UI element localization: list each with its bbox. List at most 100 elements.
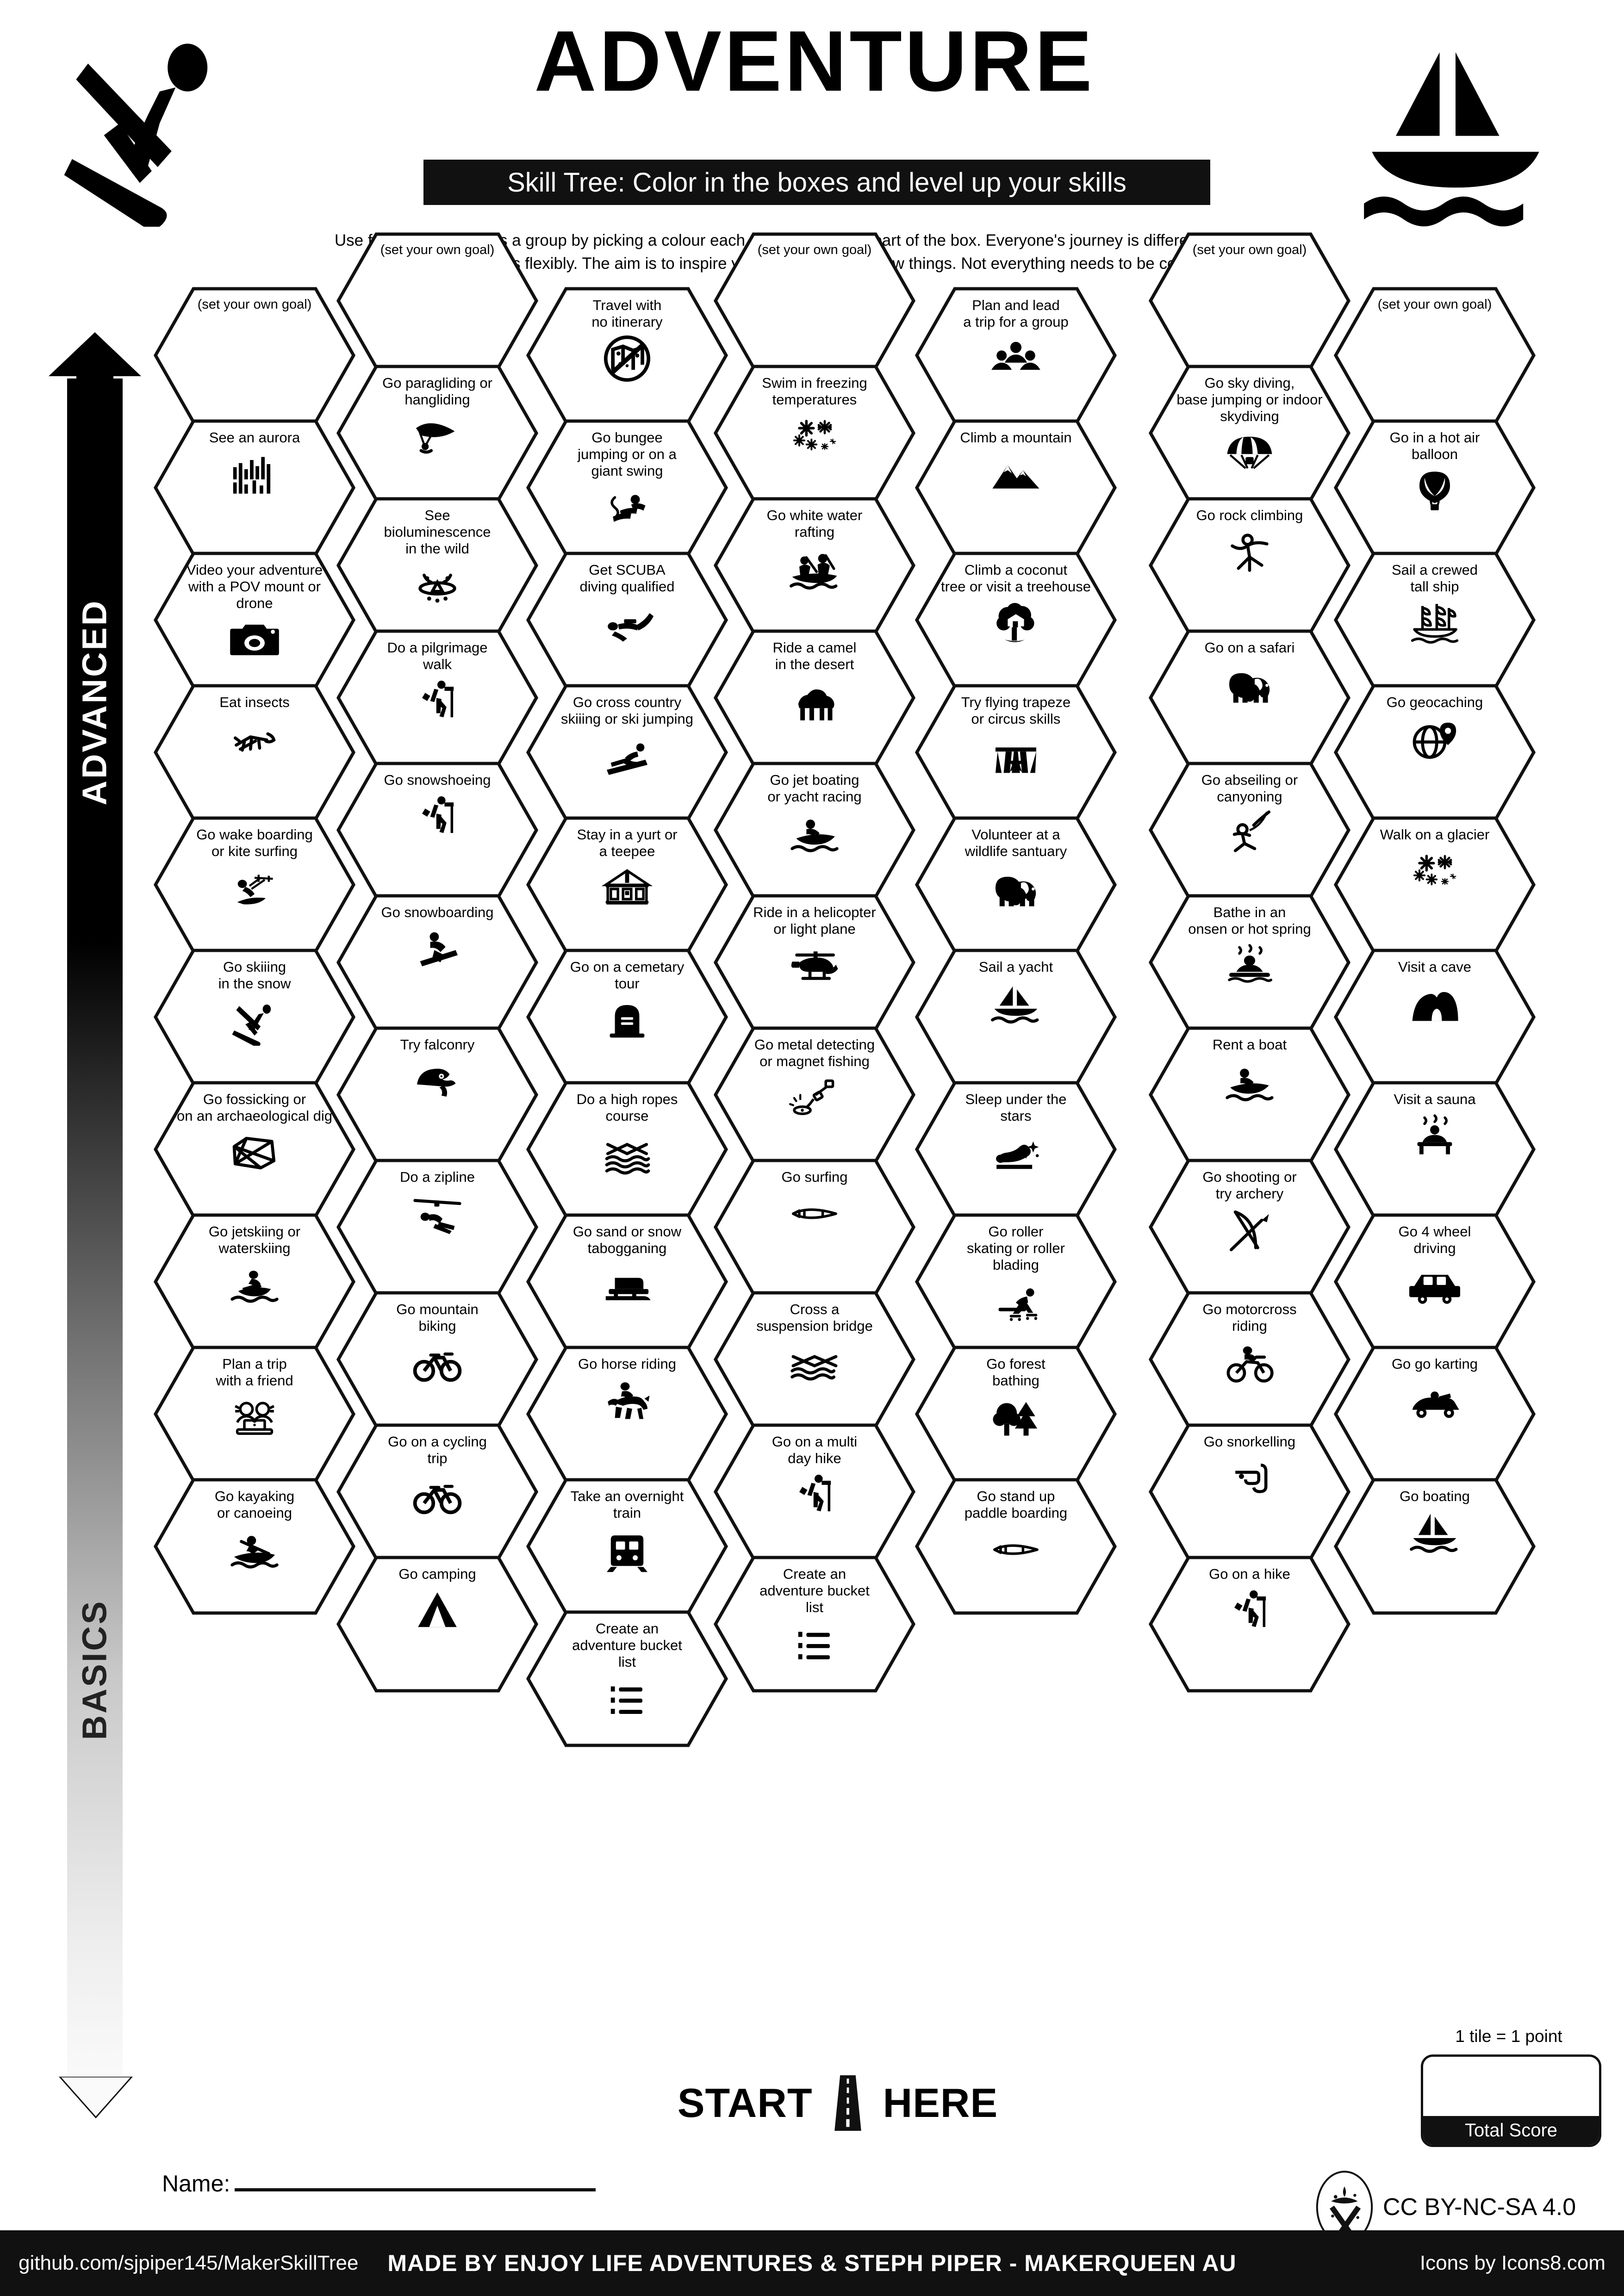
- skill-tile[interactable]: (set your own goal): [1148, 231, 1351, 370]
- skill-tile[interactable]: Go cross country skiiing or ski jumping: [525, 683, 729, 822]
- skill-tile[interactable]: Go bungee jumping or on a giant swing: [525, 418, 729, 557]
- skill-tile[interactable]: Go motorcross riding: [1148, 1290, 1351, 1429]
- skill-tile[interactable]: Travel with no itinerary: [525, 286, 729, 425]
- skill-tile[interactable]: Sail a crewed tall ship: [1333, 551, 1537, 689]
- skill-tile[interactable]: See bioluminescence in the wild: [336, 496, 539, 635]
- skill-tile[interactable]: Go jet boating or yacht racing: [713, 761, 916, 900]
- skill-tile[interactable]: Try falconry: [336, 1025, 539, 1164]
- skill-tile-label: Go stand up paddle boarding: [964, 1488, 1068, 1521]
- skill-tile[interactable]: Go forest bathing: [914, 1345, 1118, 1483]
- skill-tile-label: (set your own goal): [380, 242, 495, 257]
- footer-github-link[interactable]: github.com/sjpiper145/MakerSkillTree: [19, 2252, 359, 2274]
- skill-tile[interactable]: See an aurora: [153, 418, 356, 557]
- skill-tile[interactable]: Plan a trip with a friend: [153, 1345, 356, 1483]
- skill-tile[interactable]: Go fossicking or on an archaeological di…: [153, 1080, 356, 1219]
- name-field-row[interactable]: Name:: [162, 2170, 596, 2197]
- skill-tile[interactable]: Ride a camel in the desert: [713, 628, 916, 767]
- skill-tile[interactable]: Go camping: [336, 1555, 539, 1694]
- skill-tile[interactable]: Get SCUBA diving qualified: [525, 551, 729, 689]
- skill-tile[interactable]: Bathe in an onsen or hot spring: [1148, 893, 1351, 1032]
- skill-tile[interactable]: Create an adventure bucket list: [525, 1609, 729, 1748]
- elephant-icon: [986, 863, 1046, 913]
- skill-tile[interactable]: Go roller skating or roller blading: [914, 1212, 1118, 1351]
- skill-tile[interactable]: Visit a sauna: [1333, 1080, 1537, 1219]
- ski-jumper-icon: [597, 730, 657, 781]
- skill-tile-label: Take an overnight train: [570, 1488, 684, 1521]
- skill-tile[interactable]: Video your adventure with a POV mount or…: [153, 551, 356, 689]
- name-input-line[interactable]: [235, 2188, 596, 2191]
- skill-tile[interactable]: Go geocaching: [1333, 683, 1537, 822]
- horse-rider-icon: [597, 1375, 657, 1426]
- skill-tile[interactable]: Visit a cave: [1333, 948, 1537, 1086]
- skill-tile[interactable]: Go on a hike: [1148, 1555, 1351, 1694]
- skill-tile[interactable]: Go shooting or try archery: [1148, 1158, 1351, 1297]
- skill-tile[interactable]: Volunteer at a wildlife santuary: [914, 815, 1118, 954]
- skill-tile-label: Go skiiing in the snow: [218, 959, 291, 992]
- skill-tile[interactable]: Sleep under the stars: [914, 1080, 1118, 1219]
- skill-tile[interactable]: Plan and lead a trip for a group: [914, 286, 1118, 425]
- skill-tile-label: Try flying trapeze or circus skills: [961, 694, 1071, 727]
- skill-tile[interactable]: Go boating: [1333, 1477, 1537, 1616]
- skill-tile[interactable]: Go on a multi day hike: [713, 1422, 916, 1561]
- skill-tile[interactable]: Try flying trapeze or circus skills: [914, 683, 1118, 822]
- skill-tile[interactable]: Go kayaking or canoeing: [153, 1477, 356, 1616]
- hiker-icon: [1220, 1585, 1280, 1636]
- skier-icon: [64, 43, 208, 227]
- skill-tile-label: Plan and lead a trip for a group: [963, 297, 1069, 330]
- skill-tile[interactable]: Go skiiing in the snow: [153, 948, 356, 1086]
- total-score-box[interactable]: Total Score: [1421, 2054, 1601, 2147]
- skill-tile[interactable]: Go sand or snow tabogganing: [525, 1212, 729, 1351]
- skill-tile[interactable]: Go metal detecting or magnet fishing: [713, 1025, 916, 1164]
- skill-tile[interactable]: Go on a cemetary tour: [525, 948, 729, 1086]
- skill-tile[interactable]: Go go karting: [1333, 1345, 1537, 1483]
- skill-tile[interactable]: Climb a coconut tree or visit a treehous…: [914, 551, 1118, 689]
- skill-tile[interactable]: Go stand up paddle boarding: [914, 1477, 1118, 1616]
- skill-tile[interactable]: (set your own goal): [1333, 286, 1537, 425]
- skill-tile[interactable]: Ride in a helicopter or light plane: [713, 893, 916, 1032]
- skill-tile[interactable]: Go horse riding: [525, 1345, 729, 1483]
- motorcycle-icon: [1220, 1337, 1280, 1388]
- skill-tile[interactable]: Sail a yacht: [914, 948, 1118, 1086]
- skill-tile[interactable]: Go on a safari: [1148, 628, 1351, 767]
- skill-tile[interactable]: Go sky diving, base jumping or indoor sk…: [1148, 364, 1351, 503]
- skill-tile[interactable]: Go paragliding or hangliding: [336, 364, 539, 503]
- skill-tile[interactable]: Go snowboarding: [336, 893, 539, 1032]
- skill-tile[interactable]: Do a pilgrimage walk: [336, 628, 539, 767]
- skill-tile[interactable]: Cross a suspension bridge: [713, 1290, 916, 1429]
- gem-icon: [224, 1127, 285, 1178]
- skill-tile[interactable]: Go in a hot air balloon: [1333, 418, 1537, 557]
- skill-tile[interactable]: Go wake boarding or kite surfing: [153, 815, 356, 954]
- skill-tile[interactable]: Go 4 wheel driving: [1333, 1212, 1537, 1351]
- skill-tile-label: (set your own goal): [757, 242, 872, 257]
- skill-tile[interactable]: Go surfing: [713, 1158, 916, 1297]
- down-arrow-icon: [59, 2077, 133, 2118]
- skill-tile[interactable]: Stay in a yurt or a teepee: [525, 815, 729, 954]
- skill-tile[interactable]: Go jetskiing or waterskiing: [153, 1212, 356, 1351]
- skill-tile[interactable]: Go snorkelling: [1148, 1422, 1351, 1561]
- skill-tile[interactable]: (set your own goal): [336, 231, 539, 370]
- skill-tile[interactable]: Climb a mountain: [914, 418, 1118, 557]
- skill-tile[interactable]: Go white water rafting: [713, 496, 916, 635]
- skill-tile[interactable]: Eat insects: [153, 683, 356, 822]
- skill-tile[interactable]: (set your own goal): [713, 231, 916, 370]
- skill-tile-label: Go sand or snow tabogganing: [572, 1223, 682, 1256]
- trees-icon: [986, 1392, 1046, 1443]
- skill-tile[interactable]: Swim in freezing temperatures: [713, 364, 916, 503]
- skill-tile[interactable]: Do a zipline: [336, 1158, 539, 1297]
- skill-tile[interactable]: Go rock climbing: [1148, 496, 1351, 635]
- skill-tile[interactable]: Create an adventure bucket list: [713, 1555, 916, 1694]
- skill-tile-label: Do a high ropes course: [576, 1091, 678, 1124]
- skill-tile-label: Ride in a helicopter or light plane: [753, 904, 876, 937]
- skill-tile[interactable]: Do a high ropes course: [525, 1080, 729, 1219]
- skill-tile[interactable]: Go on a cycling trip: [336, 1422, 539, 1561]
- skill-tile-label: Rent a boat: [1212, 1036, 1287, 1053]
- skill-tile[interactable]: Take an overnight train: [525, 1477, 729, 1616]
- skill-tile[interactable]: Rent a boat: [1148, 1025, 1351, 1164]
- skill-tile-label: (set your own goal): [197, 297, 312, 312]
- skill-tile-label: Go motorcross riding: [1202, 1301, 1297, 1334]
- skill-tile[interactable]: (set your own goal): [153, 286, 356, 425]
- skill-tile[interactable]: Go snowshoeing: [336, 761, 539, 900]
- skill-tile[interactable]: Walk on a glacier: [1333, 815, 1537, 954]
- skill-tile[interactable]: Go mountain biking: [336, 1290, 539, 1429]
- skill-tile[interactable]: Go abseiling or canyoning: [1148, 761, 1351, 900]
